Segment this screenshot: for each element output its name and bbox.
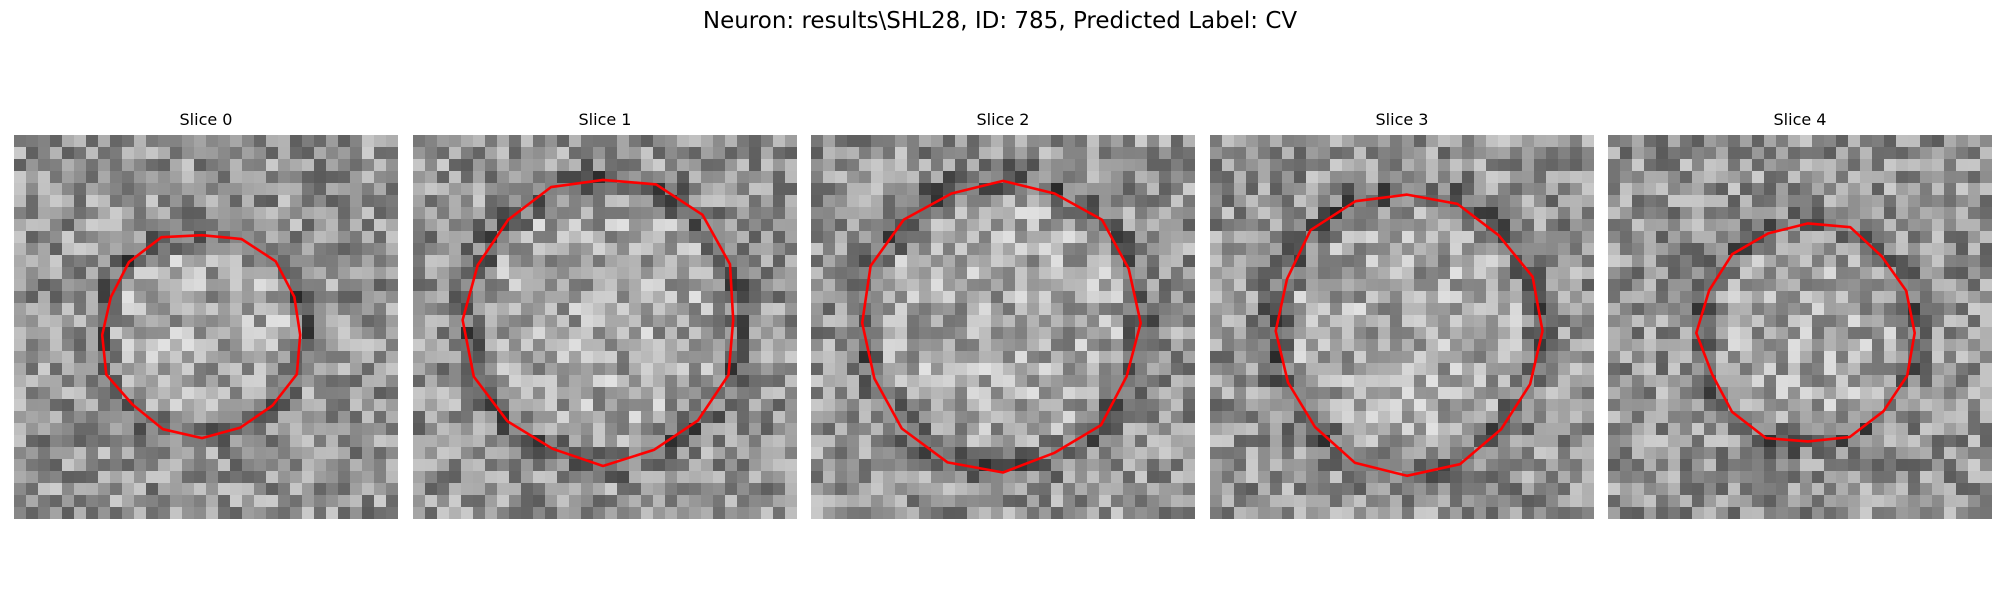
slice-image-4 <box>1608 135 1992 519</box>
slice-title-3: Slice 3 <box>1375 110 1429 129</box>
pixel-grid <box>1608 135 1992 519</box>
slice-image-1 <box>413 135 797 519</box>
pixel-grid <box>811 135 1195 519</box>
pixel-grid <box>413 135 797 519</box>
slice-title-2: Slice 2 <box>976 110 1030 129</box>
figure-title: Neuron: results\SHL28, ID: 785, Predicte… <box>702 8 1298 34</box>
segmentation-contour <box>1695 222 1917 443</box>
segmentation-contour <box>461 178 735 468</box>
slice-title-1: Slice 1 <box>578 110 632 129</box>
slice-title-0: Slice 0 <box>179 110 233 129</box>
segmentation-contour <box>100 233 302 440</box>
segmentation-contour <box>860 179 1143 474</box>
slice-title-4: Slice 4 <box>1773 110 1827 129</box>
segmentation-contour <box>1274 193 1544 478</box>
slice-image-0 <box>14 135 398 519</box>
pixel-grid <box>1210 135 1594 519</box>
slice-image-2 <box>811 135 1195 519</box>
pixel-grid <box>14 135 398 519</box>
slice-image-3 <box>1210 135 1594 519</box>
